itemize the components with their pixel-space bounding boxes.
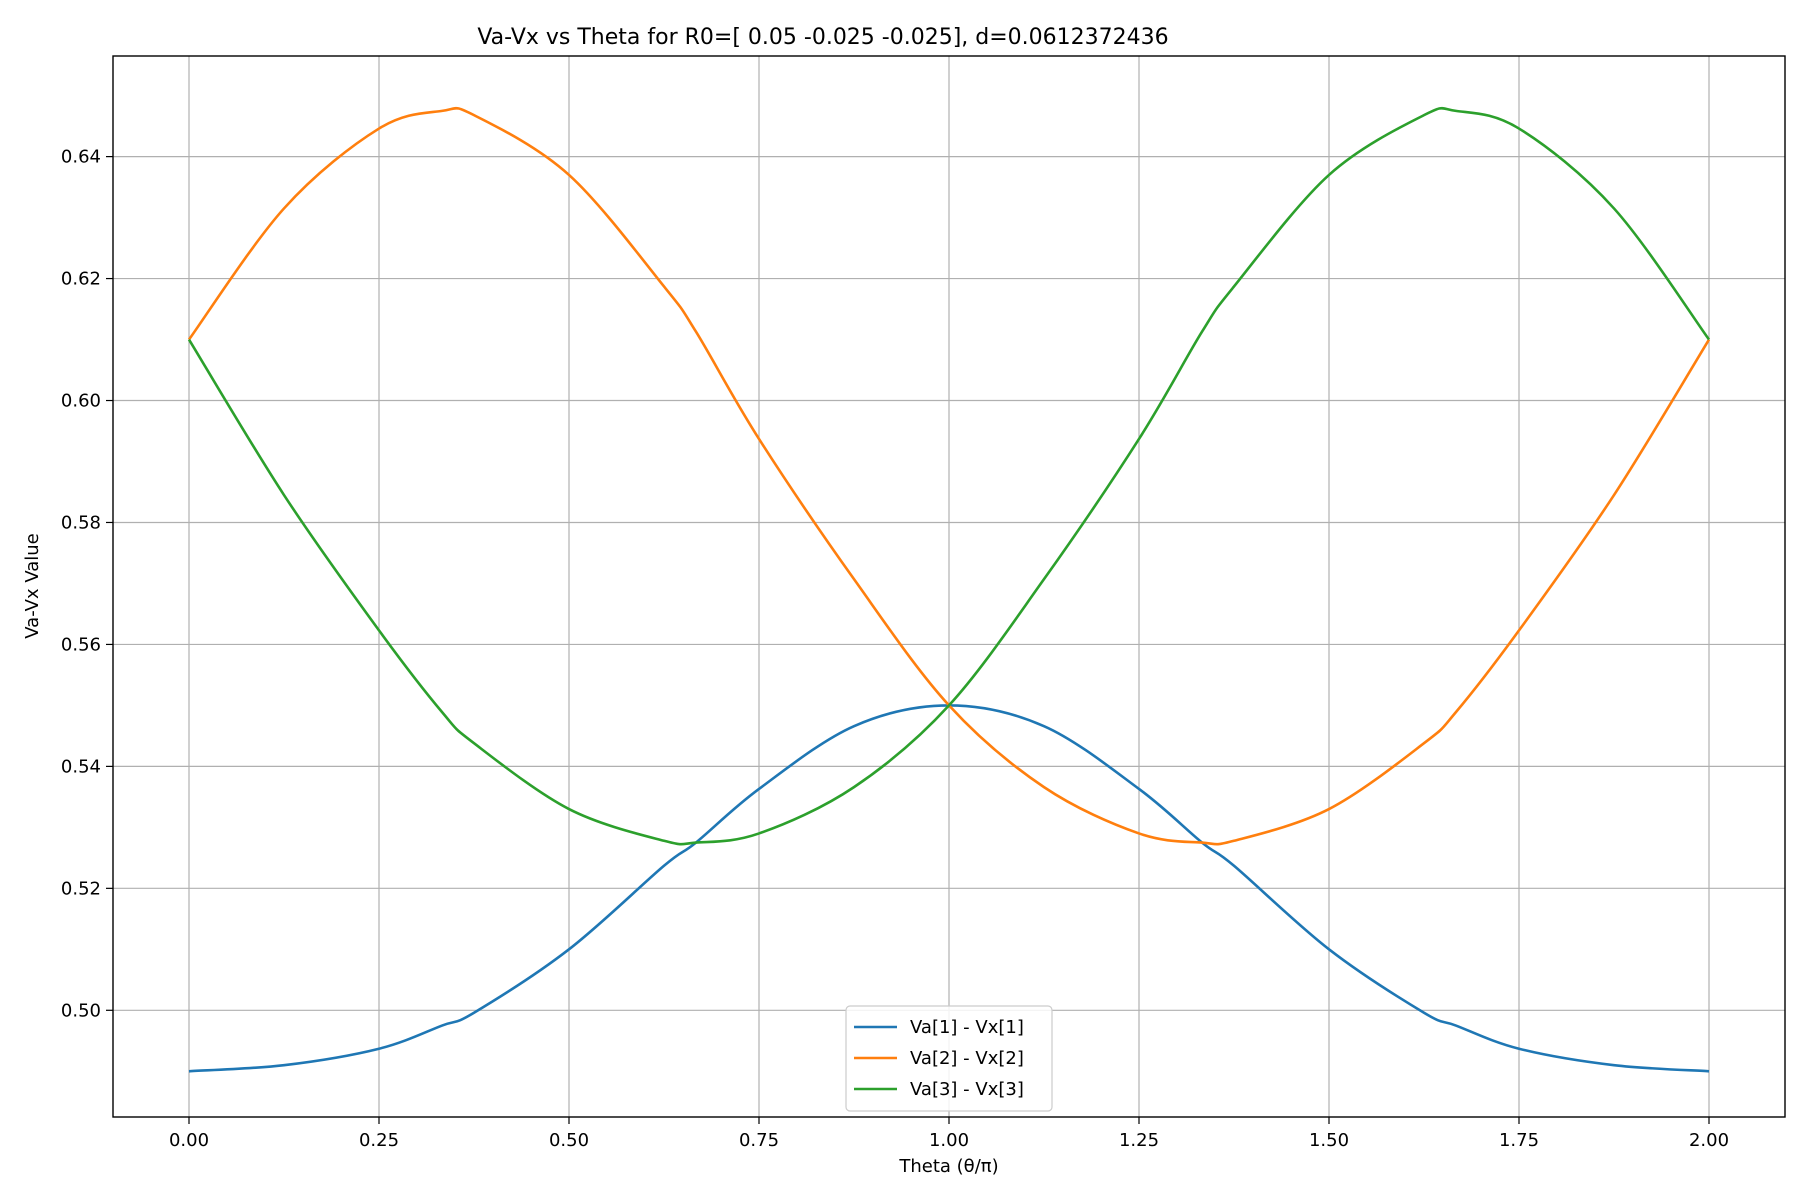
y-axis-label: Va-Vx Value [22, 533, 43, 639]
x-tick-label: 1.25 [1119, 1130, 1159, 1151]
series-lines [187, 106, 1711, 1073]
y-tick-label: 0.52 [61, 878, 101, 899]
x-tick-label: 1.75 [1499, 1130, 1539, 1151]
legend: Va[1] - Vx[1] Va[2] - Vx[2] Va[3] - Vx[3] [845, 1005, 1053, 1112]
y-tick-label: 0.56 [61, 634, 101, 655]
chart-title: Va-Vx vs Theta for R0=[ 0.05 -0.025 -0.0… [477, 25, 1168, 50]
x-tick-label: 1.50 [1309, 1130, 1349, 1151]
x-tick-label: 0.25 [359, 1130, 399, 1151]
x-tick-label: 0.75 [739, 1130, 779, 1151]
series-line-2 [187, 106, 1711, 846]
y-tick-label: 0.64 [61, 147, 101, 168]
legend-box [845, 1005, 1053, 1112]
x-axis-label: Theta (θ/π) [898, 1156, 998, 1177]
y-tick-label: 0.60 [61, 391, 101, 412]
x-tick-label: 0.00 [169, 1130, 209, 1151]
y-tick-label: 0.50 [61, 1000, 101, 1021]
legend-label: Va[3] - Vx[3] [910, 1079, 1024, 1100]
series-line-3 [187, 106, 1711, 846]
y-tick-label: 0.58 [61, 512, 101, 533]
x-tick-label: 2.00 [1689, 1130, 1729, 1151]
legend-label: Va[2] - Vx[2] [910, 1048, 1024, 1069]
x-tick-label: 0.50 [549, 1130, 589, 1151]
y-tick-label: 0.62 [61, 269, 101, 290]
x-tick-label: 1.00 [929, 1130, 969, 1151]
y-tick-label: 0.54 [61, 756, 101, 777]
axis-ticks: 0.00 0.25 0.50 0.75 1.00 1.25 1.50 1.75 2.00 0.50… [61, 147, 1729, 1151]
legend-label: Va[1] - Vx[1] [910, 1017, 1024, 1038]
